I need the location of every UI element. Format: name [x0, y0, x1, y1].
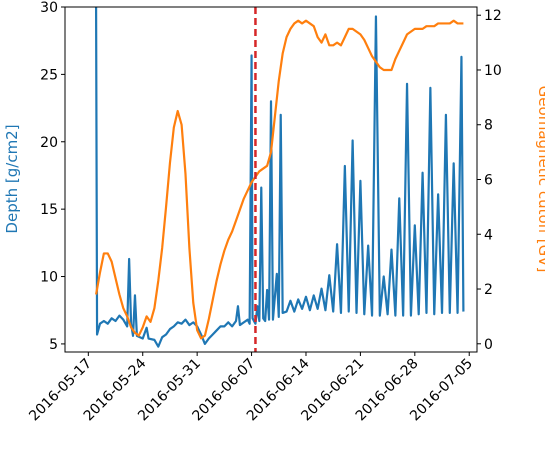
series-group	[94, 7, 465, 348]
right-tick-label: 10	[484, 63, 502, 79]
left-tick-label: 5	[49, 337, 58, 353]
left-tick-label: 30	[40, 0, 58, 16]
right-tick-label: 2	[484, 282, 493, 298]
left-y-axis: 5 10 15 20 25 30	[40, 0, 65, 353]
x-axis: 2016-05-172016-05-242016-05-312016-06-07…	[26, 352, 476, 424]
left-tick-label: 25	[40, 67, 58, 83]
right-axis-title: Geomagnetic cutoff [GV]	[535, 86, 545, 273]
left-tick-label: 10	[40, 270, 58, 286]
right-tick-label: 6	[484, 173, 493, 189]
left-axis-title: Depth [g/cm2]	[3, 124, 21, 233]
right-tick-label: 4	[484, 227, 493, 243]
left-tick-label: 20	[40, 135, 58, 151]
series-line-right	[95, 19, 464, 340]
right-y-axis: 0 2 4 6 8 10 12	[477, 8, 502, 353]
right-tick-label: 12	[484, 8, 502, 24]
series-line-left	[94, 7, 465, 348]
right-tick-label: 8	[484, 118, 493, 134]
left-tick-label: 15	[40, 202, 58, 218]
right-tick-label: 0	[484, 337, 493, 353]
